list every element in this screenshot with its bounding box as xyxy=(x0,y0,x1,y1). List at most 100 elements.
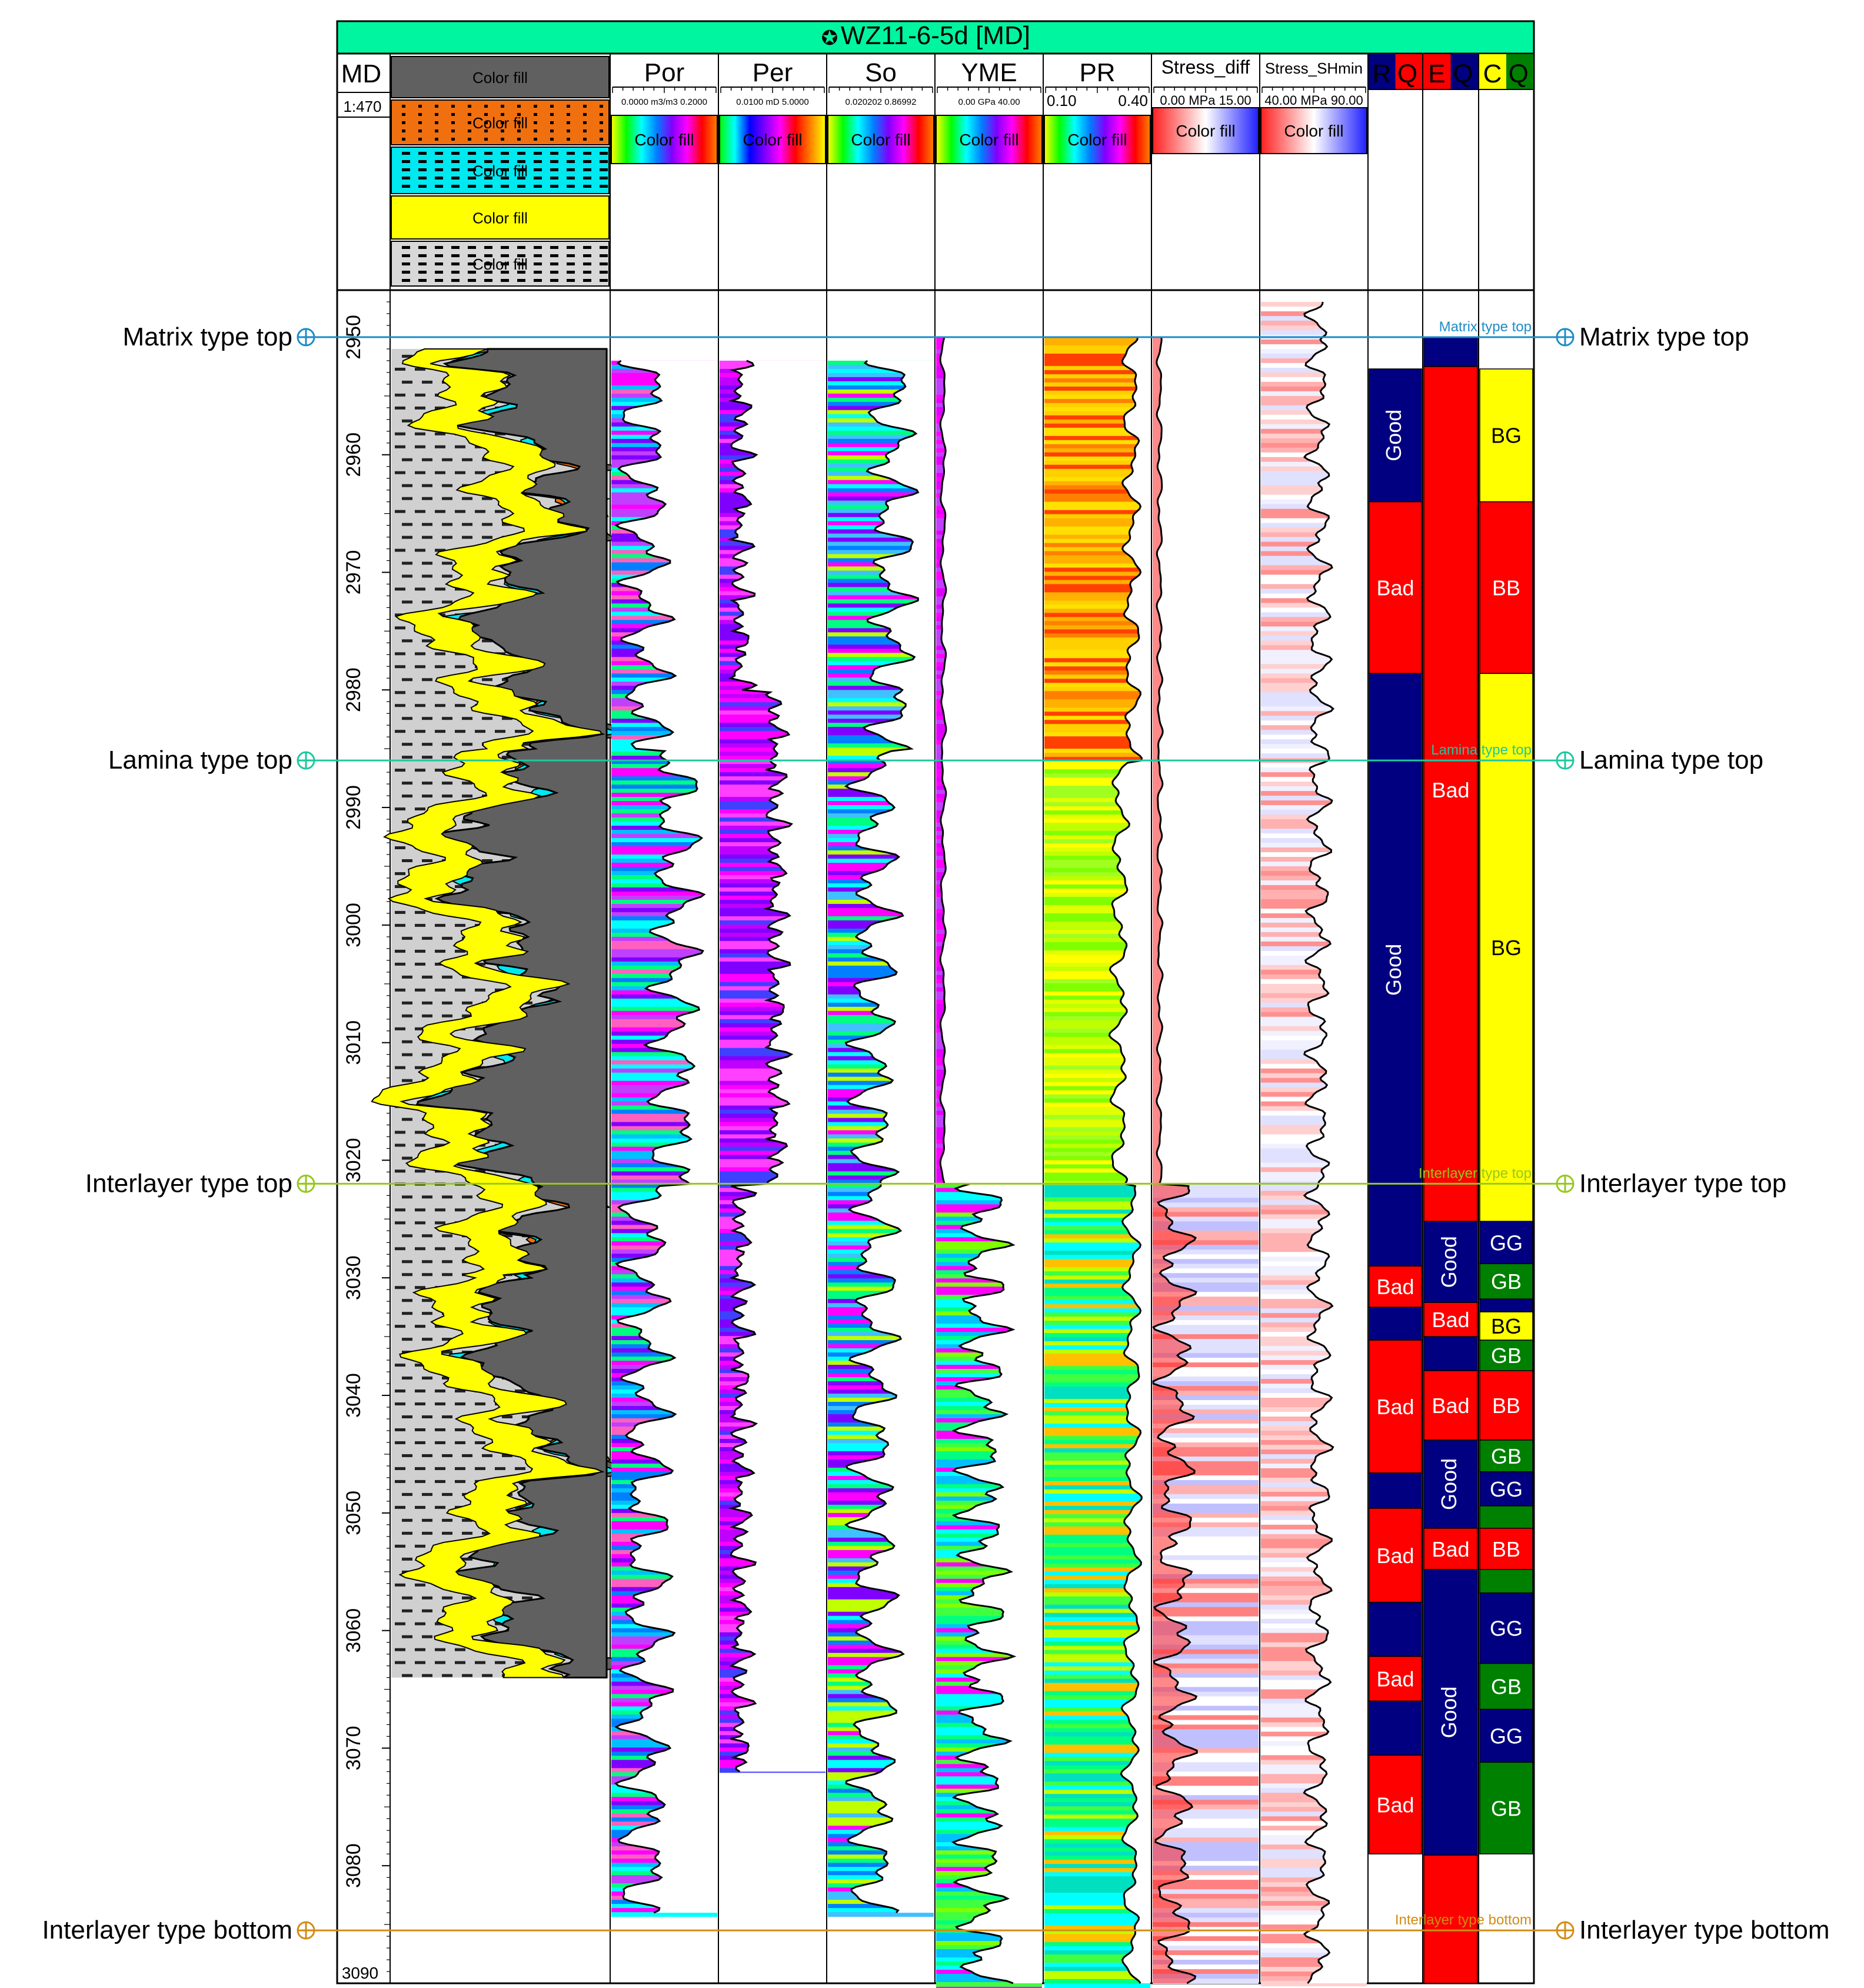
por-color-band xyxy=(611,1912,717,1917)
stress-diff-band xyxy=(1153,789,1259,794)
stress-shmin-band xyxy=(1261,936,1367,942)
stress-shmin-band xyxy=(1261,1308,1367,1314)
stress-diff-band xyxy=(1153,1362,1259,1368)
stress-shmin-band xyxy=(1261,650,1367,656)
stress-diff-band xyxy=(1153,1235,1259,1241)
stress-diff-band xyxy=(1153,1264,1259,1269)
pr-color-band xyxy=(1044,1444,1150,1449)
stress-diff-band xyxy=(1153,774,1259,780)
pr-color-band xyxy=(1044,1864,1150,1869)
quality-header-block xyxy=(1479,54,1506,89)
stress-shmin-band xyxy=(1261,1849,1367,1855)
stress-diff-band xyxy=(1153,473,1259,479)
lithology-pattern-mark xyxy=(534,262,542,265)
lithology-shale-mark xyxy=(402,820,412,824)
pr-color-band xyxy=(1044,1156,1150,1161)
per-color-band xyxy=(720,978,826,983)
so-color-band xyxy=(828,1764,934,1769)
lithology-shale-mark xyxy=(455,510,465,513)
so-color-band xyxy=(828,1451,934,1456)
stress-diff-band xyxy=(1153,1377,1259,1382)
stress-shmin-band xyxy=(1261,1562,1367,1568)
por-color-band xyxy=(611,998,717,1003)
pr-color-band xyxy=(1044,970,1150,976)
por-color-band xyxy=(611,1467,717,1472)
lithology-shale-mark xyxy=(422,975,432,979)
lithology-pattern-mark xyxy=(451,168,460,171)
lithology-pattern-mark xyxy=(517,246,525,249)
lithology-shale-mark xyxy=(442,1195,452,1199)
lithology-shale-mark xyxy=(442,1518,452,1522)
track-range-max: 0.40 xyxy=(1118,92,1148,109)
so-color-band xyxy=(828,702,934,707)
yme-color-band-lower xyxy=(936,1900,1042,1905)
pr-color-band xyxy=(1044,1189,1150,1194)
pr-color-band xyxy=(1044,1905,1150,1910)
lithology-shale-mark xyxy=(415,923,425,927)
so-color-band xyxy=(828,1426,934,1431)
pr-color-band xyxy=(1044,1728,1150,1733)
cq-zone xyxy=(1479,1311,1533,1341)
stress-diff-band xyxy=(1153,1188,1259,1194)
lithology-pattern-mark xyxy=(501,121,504,124)
lithology-shale-mark xyxy=(402,600,412,604)
lithology-shale-mark xyxy=(395,1169,405,1173)
stress-shmin-band xyxy=(1261,1398,1367,1404)
stress-diff-band xyxy=(1153,586,1259,592)
pr-color-band xyxy=(1044,839,1150,845)
por-color-band xyxy=(611,1060,717,1065)
stress-diff-band xyxy=(1153,1842,1259,1848)
por-color-band xyxy=(611,945,717,950)
yme-color-band-lower xyxy=(936,1690,1042,1695)
lithology-pattern-mark xyxy=(484,254,492,257)
lithology-shale-mark xyxy=(402,1040,412,1043)
yme-color-band-lower xyxy=(936,1694,1042,1699)
pr-color-band xyxy=(1044,819,1150,824)
lithology-pattern-mark xyxy=(402,279,410,282)
so-color-band xyxy=(828,393,934,398)
stress-shmin-band xyxy=(1261,796,1367,802)
stress-diff-band xyxy=(1153,487,1259,493)
stress-diff-band xyxy=(1153,341,1259,347)
lithology-shale-mark xyxy=(395,1428,405,1431)
title-bar xyxy=(336,20,1535,55)
stress-diff-band xyxy=(1153,652,1259,658)
pr-color-band xyxy=(1044,394,1150,400)
pr-color-band xyxy=(1044,987,1150,992)
so-color-band xyxy=(828,476,934,481)
yme-color-band-lower xyxy=(936,1854,1042,1860)
stress-diff-band xyxy=(1153,831,1259,837)
lithology-shale-mark xyxy=(435,1480,445,1483)
per-color-band xyxy=(720,1175,826,1181)
pr-color-band xyxy=(1044,1387,1150,1392)
lithology-shale-mark xyxy=(455,949,465,953)
stress-diff-band xyxy=(1153,1047,1259,1053)
pr-color-band xyxy=(1044,1518,1150,1523)
lithology-shale-mark xyxy=(442,1260,452,1264)
lithology-pattern-mark xyxy=(583,254,591,257)
stress-diff-band xyxy=(1153,1113,1259,1119)
so-color-band xyxy=(828,1167,934,1172)
lithology-pattern-mark xyxy=(550,246,558,249)
lithology-pattern-mark xyxy=(567,254,575,257)
lithology-pattern-mark xyxy=(468,160,476,163)
pr-color-band xyxy=(1044,1489,1150,1494)
lithology-pattern-mark xyxy=(567,152,575,155)
so-color-band xyxy=(828,1648,934,1654)
cq-zone-label: GG xyxy=(1490,1477,1523,1501)
pr-color-band xyxy=(1044,1098,1150,1103)
so-color-band xyxy=(828,916,934,921)
stress-diff-band xyxy=(1153,1851,1259,1857)
marker-label-right: Lamina type top xyxy=(1579,746,1763,774)
eq-zone xyxy=(1423,1302,1478,1337)
so-color-band xyxy=(828,603,934,609)
por-color-band xyxy=(611,1105,717,1111)
yme-color-band-lower xyxy=(936,1611,1042,1617)
por-color-band xyxy=(611,1743,717,1748)
stress-shmin-band xyxy=(1261,1585,1367,1591)
pr-color-band xyxy=(1044,1843,1150,1849)
lithology-pattern-mark xyxy=(567,168,575,171)
stress-diff-band xyxy=(1153,516,1259,521)
lithology-shale-mark xyxy=(395,704,405,707)
por-color-band xyxy=(611,940,717,946)
